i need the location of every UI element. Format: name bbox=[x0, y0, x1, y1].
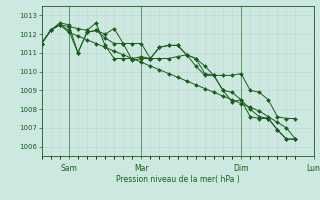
X-axis label: Pression niveau de la mer( hPa ): Pression niveau de la mer( hPa ) bbox=[116, 175, 239, 184]
